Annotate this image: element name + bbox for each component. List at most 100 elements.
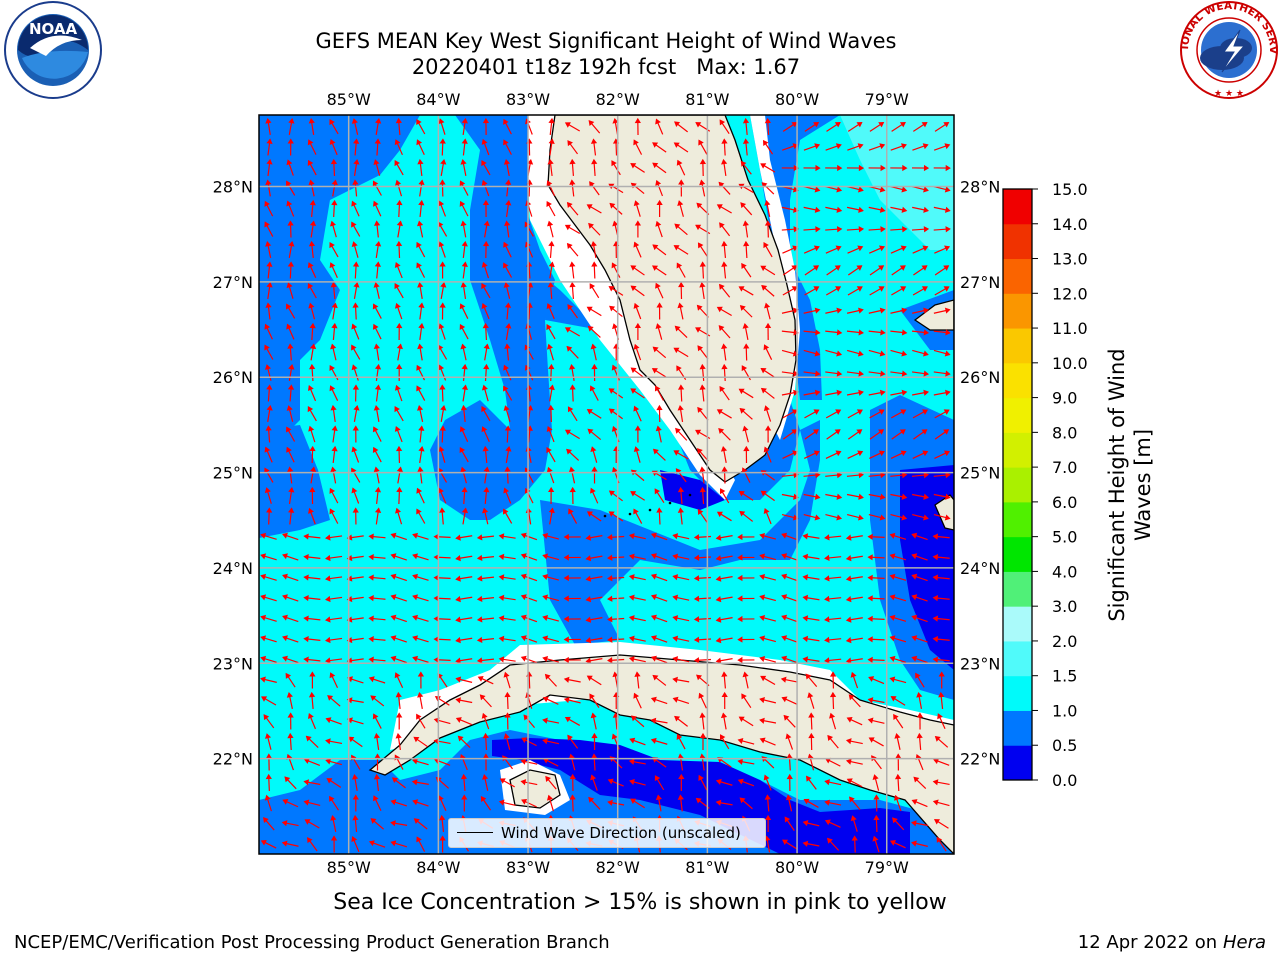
wave-direction-arrowhead — [481, 160, 487, 167]
wave-direction-arrowhead — [481, 712, 488, 719]
wave-direction-arrowhead — [943, 121, 950, 128]
wave-direction-arrowhead — [737, 554, 743, 561]
wave-direction-arrowhead — [916, 712, 924, 718]
wave-direction-arrowhead — [329, 139, 336, 145]
wave-direction-arrowhead — [932, 636, 939, 643]
wave-direction-arrowhead — [282, 799, 289, 805]
wave-direction-arrowhead — [476, 616, 483, 623]
wave-direction-arrowhead — [721, 343, 728, 349]
wave-direction-arrowhead — [504, 691, 511, 698]
wave-direction-arrowhead — [867, 697, 874, 704]
wave-direction-arrowhead — [699, 466, 706, 472]
wave-direction-arrowhead — [934, 735, 941, 742]
wave-direction-arrowhead — [633, 302, 640, 309]
wave-direction-arrowhead — [739, 510, 746, 517]
colorbar-tick-label: 15.0 — [1052, 180, 1088, 199]
wave-direction-arrowhead — [281, 840, 288, 847]
wave-direction-arrowhead — [351, 446, 358, 453]
wave-direction-arrowhead — [542, 614, 549, 621]
wave-direction-arrowhead — [368, 656, 374, 663]
wave-direction-arrowhead — [351, 487, 358, 494]
wave-direction-arrowhead — [461, 384, 468, 391]
wave-direction-arrowhead — [759, 614, 766, 622]
wave-direction-arrowhead — [737, 533, 743, 541]
wave-direction-arrowhead — [829, 712, 836, 719]
wave-direction-arrowhead — [504, 466, 511, 472]
wave-direction-arrowhead — [288, 117, 295, 124]
wave-direction-arrowhead — [288, 363, 295, 370]
wave-direction-arrowhead — [607, 657, 613, 664]
wave-direction-arrowhead — [858, 493, 864, 500]
lat-label-left: 22°N — [213, 750, 253, 769]
wave-direction-arrowhead — [455, 555, 461, 562]
wave-direction-arrowhead — [814, 389, 821, 396]
wave-direction-arrowhead — [867, 595, 873, 602]
wave-direction-arrowhead — [282, 614, 288, 621]
wave-direction-arrowhead — [564, 716, 571, 723]
wave-direction-arrowhead — [673, 142, 680, 148]
wave-direction-arrowhead — [412, 799, 419, 806]
wave-direction-arrowhead — [715, 596, 722, 603]
wave-direction-arrowhead — [921, 286, 928, 292]
wave-direction-arrowhead — [480, 795, 487, 802]
wave-direction-arrowhead — [413, 818, 420, 824]
wave-direction-arrowhead — [396, 220, 403, 227]
wave-direction-arrowhead — [372, 446, 379, 453]
wave-direction-arrowhead — [373, 466, 380, 473]
wave-direction-arrowhead — [416, 364, 422, 371]
wave-direction-arrowhead — [520, 655, 527, 662]
wave-direction-arrowhead — [416, 836, 422, 843]
wave-direction-arrowhead — [718, 283, 725, 290]
wave-direction-arrowhead — [695, 327, 702, 333]
wave-direction-arrowhead — [858, 206, 864, 213]
wave-direction-arrowhead — [329, 119, 335, 126]
wave-direction-arrowhead — [411, 779, 418, 786]
wave-direction-arrowhead — [674, 223, 681, 230]
colorbar-segment — [1003, 571, 1032, 607]
wave-direction-arrowhead — [439, 425, 446, 431]
wave-direction-arrowhead — [476, 636, 483, 644]
wave-direction-arrowhead — [439, 302, 446, 308]
wave-direction-arrowhead — [650, 717, 657, 724]
wave-direction-arrowhead — [353, 281, 360, 288]
wave-direction-arrowhead — [932, 595, 939, 602]
wave-direction-arrowhead — [805, 673, 812, 680]
wave-direction-arrowhead — [858, 471, 865, 479]
colorbar-tick-label: 0.5 — [1052, 736, 1077, 755]
wave-direction-arrowhead — [932, 574, 939, 581]
wave-direction-arrowhead — [699, 281, 706, 288]
wave-direction-arrowhead — [672, 676, 678, 683]
wave-direction-arrowhead — [307, 406, 314, 413]
wave-direction-arrowhead — [652, 244, 659, 251]
wave-direction-arrowhead — [824, 799, 830, 806]
wave-field-0.5-1-gulf-west — [259, 425, 330, 538]
wave-direction-arrowhead — [348, 736, 355, 743]
wave-direction-arrowhead — [459, 303, 466, 310]
lat-label-left: 26°N — [213, 368, 253, 387]
wave-direction-arrowhead — [608, 286, 615, 292]
wave-direction-arrowhead — [567, 734, 573, 741]
wave-direction-arrowhead — [285, 672, 292, 679]
wave-direction-arrowhead — [856, 429, 863, 435]
wave-direction-arrowhead — [695, 224, 702, 231]
wave-direction-arrowhead — [563, 533, 569, 541]
wave-direction-arrowhead — [395, 117, 402, 124]
wave-direction-arrowhead — [395, 507, 402, 514]
wave-direction-arrowhead — [945, 493, 951, 500]
wave-direction-arrowhead — [716, 409, 723, 415]
wave-direction-arrowhead — [786, 773, 793, 780]
wave-direction-arrowhead — [827, 734, 834, 741]
wave-direction-arrowhead — [586, 511, 593, 517]
wave-direction-arrowhead — [287, 220, 294, 226]
wave-direction-arrowhead — [260, 635, 267, 642]
wave-direction-arrowhead — [504, 712, 511, 718]
wave-direction-arrowhead — [781, 614, 788, 621]
wave-direction-arrowhead — [563, 554, 569, 561]
wave-direction-arrowhead — [303, 553, 309, 561]
wave-direction-arrowhead — [889, 655, 896, 662]
wave-direction-arrowhead — [759, 553, 766, 560]
wave-direction-arrowhead — [287, 138, 294, 144]
wave-direction-arrowhead — [353, 138, 360, 144]
wave-direction-arrowhead — [802, 553, 809, 560]
wave-direction-arrowhead — [824, 819, 831, 826]
